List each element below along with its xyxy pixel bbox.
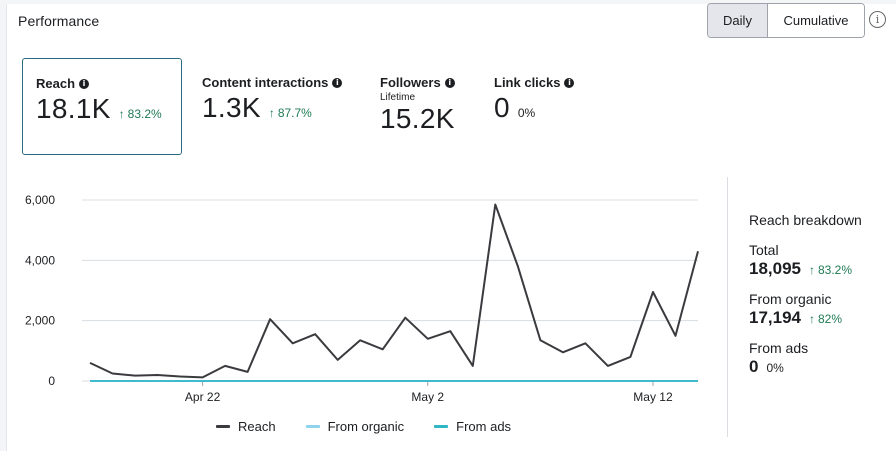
metric-content-interactions[interactable]: Content interactions i 1.3K ↑ 87.7% (202, 58, 343, 124)
info-icon[interactable]: i (444, 77, 455, 88)
metric-value: 18.1K (36, 93, 111, 124)
info-icon[interactable]: i (79, 78, 90, 89)
organic-value: 17,194 (749, 308, 801, 327)
series-line-reach (89, 203, 699, 379)
metric-value: 15.2K (380, 103, 455, 134)
x-tick-label: May 2 (411, 390, 444, 404)
info-icon[interactable]: i (564, 77, 575, 88)
metric-change: ↑ 83.2% (118, 107, 162, 121)
total-value: 18,095 (749, 259, 801, 278)
y-tick-label: 4,000 (25, 253, 55, 267)
legend-label: From organic (327, 419, 405, 434)
x-tick-label: Apr 22 (185, 390, 221, 404)
arrow-up-icon: ↑ (809, 263, 815, 277)
breakdown-title: Reach breakdown (749, 212, 862, 228)
ads-change: 0% (766, 361, 784, 375)
y-tick-label: 6,000 (25, 193, 55, 207)
metric-sublabel: Lifetime (380, 92, 416, 103)
arrow-up-icon: ↑ (118, 107, 125, 121)
metric-followers[interactable]: Followers i Lifetime 15.2K (380, 58, 455, 135)
total-label: Total (749, 242, 779, 258)
reach-breakdown: Reach breakdown Total 18,095 ↑ 83.2% From… (749, 212, 862, 389)
legend-label: Reach (238, 419, 276, 434)
metric-change: 0% (517, 106, 536, 120)
legend-item-reach[interactable]: Reach (216, 419, 276, 434)
divider (727, 177, 728, 437)
legend-item-organic[interactable]: From organic (305, 419, 405, 434)
organic-label: From organic (749, 291, 832, 307)
organic-change: ↑ 82% (809, 312, 843, 326)
info-icon[interactable]: i (332, 77, 343, 88)
metric-label: Link clicks (494, 75, 561, 90)
metric-reach[interactable]: Reach i 18.1K ↑ 83.2% (22, 58, 182, 155)
y-tick-label: 2,000 (25, 314, 55, 328)
legend-swatch (216, 425, 230, 428)
legend-item-ads[interactable]: From ads (434, 419, 511, 434)
cumulative-button[interactable]: Cumulative (768, 4, 864, 37)
legend-label: From ads (456, 419, 512, 434)
x-tick-label: May 12 (633, 390, 673, 404)
chart-legend: Reach From organic From ads (216, 419, 511, 434)
legend-swatch (305, 425, 320, 428)
metric-label: Reach (36, 76, 76, 91)
metric-change: ↑ 87.7% (268, 106, 312, 120)
metric-label: Followers (380, 75, 441, 90)
metric-link-clicks[interactable]: Link clicks i 0 0% (494, 58, 575, 124)
ads-label: From ads (749, 340, 809, 356)
metric-value: 0 (494, 92, 510, 123)
info-icon[interactable]: i (869, 11, 886, 28)
arrow-up-icon: ↑ (268, 106, 275, 120)
reach-line-chart: 6,000 4,000 2,000 0 Apr 22 May 2 May 12 (25, 193, 699, 404)
page-title: Performance (18, 13, 100, 29)
metric-value: 1.3K (202, 92, 261, 123)
arrow-up-icon: ↑ (809, 312, 815, 326)
total-change: ↑ 83.2% (809, 263, 853, 277)
daily-button[interactable]: Daily (708, 4, 768, 37)
y-tick-label: 0 (48, 374, 55, 388)
legend-swatch (434, 425, 449, 428)
metric-label: Content interactions (202, 75, 329, 90)
view-toggle: Daily Cumulative (707, 3, 865, 38)
ads-value: 0 (749, 357, 759, 376)
